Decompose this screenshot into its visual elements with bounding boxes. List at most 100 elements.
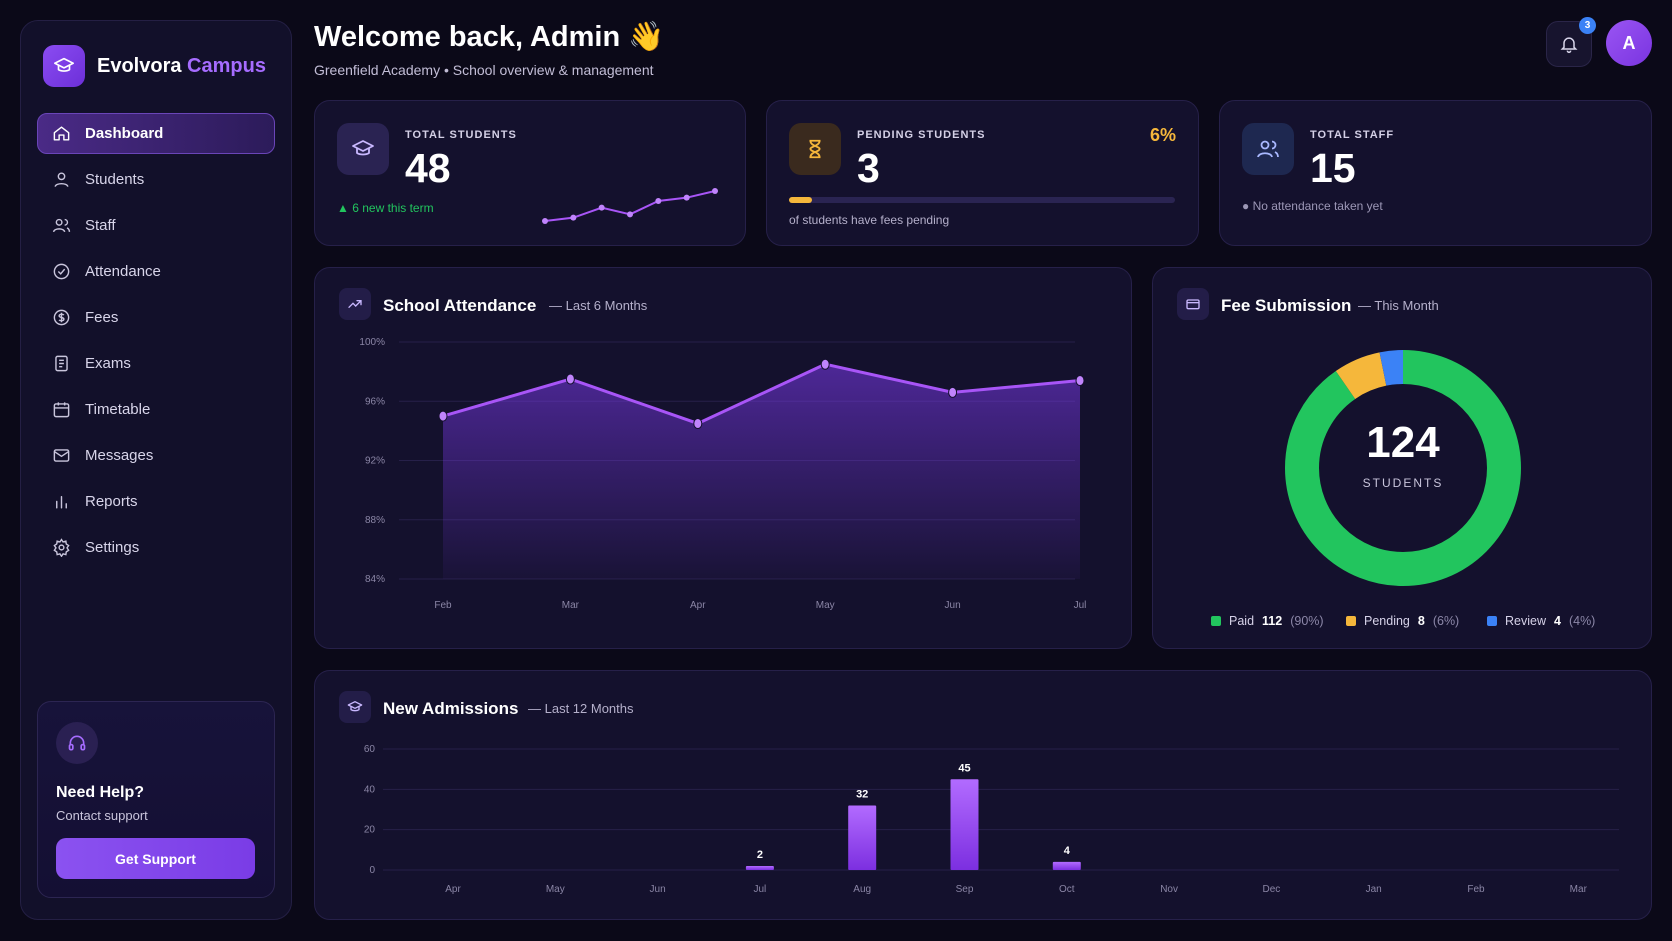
bar-value-label: 4 <box>1064 845 1071 857</box>
attendance-line <box>442 362 1081 426</box>
attendance-point <box>948 386 958 398</box>
graduation-cap-icon <box>43 45 85 87</box>
attendance-point <box>565 373 575 385</box>
headphones-icon <box>56 722 98 764</box>
calendar-icon <box>53 402 70 418</box>
help-subtitle: Contact support <box>56 808 148 823</box>
fee-title: Fee Submission <box>1221 296 1352 315</box>
legend-swatch <box>1346 616 1356 626</box>
bell-icon <box>1560 37 1578 54</box>
sidebar-item-messages[interactable]: Messages <box>37 435 275 476</box>
x-tick-label: May <box>816 600 835 611</box>
x-tick-label: Sep <box>956 884 974 895</box>
home-icon <box>53 126 70 141</box>
x-tick-label: Feb <box>434 600 452 611</box>
y-tick-label: 88% <box>365 515 385 526</box>
sidebar-item-students[interactable]: Students <box>37 159 275 200</box>
y-tick-label: 92% <box>365 456 385 467</box>
legend-swatch <box>1487 616 1497 626</box>
sidebar-item-staff[interactable]: Staff <box>37 205 275 246</box>
sidebar-item-dashboard[interactable]: Dashboard <box>37 113 275 154</box>
notifications-button[interactable]: 3 <box>1546 17 1596 67</box>
attendance-subtitle: — Last 6 Months <box>549 298 648 313</box>
attendance-point <box>1075 375 1085 387</box>
x-tick-label: Feb <box>1467 884 1485 895</box>
x-tick-label: Dec <box>1263 884 1281 895</box>
x-tick-label: Nov <box>1160 884 1178 895</box>
stat-label: TOTAL STAFF <box>1310 129 1395 141</box>
sidebar: Evolvora Campus Dashboard Students Staff… <box>20 20 292 920</box>
notification-badge: 3 <box>1579 17 1596 34</box>
sidebar-item-exams[interactable]: Exams <box>37 343 275 384</box>
hourglass-icon <box>789 123 841 175</box>
trending-up-icon <box>339 288 371 320</box>
gear-icon <box>53 538 70 557</box>
attendance-card: School Attendance — Last 6 Months 100% 96… <box>314 267 1132 649</box>
attendance-point <box>820 358 830 370</box>
sparkline-point <box>627 211 633 218</box>
x-tick-label: Jan <box>1366 884 1382 895</box>
admissions-title: New Admissions <box>383 699 519 718</box>
graduation-cap-icon <box>337 123 389 175</box>
stat-value: 3 <box>857 145 880 191</box>
attendance-title: School Attendance <box>383 296 537 315</box>
fee-subtitle: — This Month <box>1358 298 1439 313</box>
stat-value: 48 <box>405 145 451 191</box>
sparkline-point <box>683 194 690 201</box>
sidebar-item-attendance[interactable]: Attendance <box>37 251 275 292</box>
x-tick-label: Jul <box>754 884 767 895</box>
legend-pending: Pending 8 (6%) <box>1346 614 1459 628</box>
graduation-cap-icon <box>339 691 371 723</box>
sidebar-item-timetable[interactable]: Timetable <box>37 389 275 430</box>
get-support-button[interactable]: Get Support <box>56 838 255 879</box>
stat-card-total-staff: TOTAL STAFF 15 ● No attendance taken yet <box>1219 100 1652 246</box>
brand-name: Evolvora Campus <box>97 54 266 77</box>
stat-card-total-students: TOTAL STUDENTS 48 ▲ 6 new this term <box>314 100 746 246</box>
attendance-point <box>693 417 703 429</box>
brand[interactable]: Evolvora Campus <box>43 45 266 87</box>
admissions-card: New Admissions — Last 12 Months 60 40 20 0 A… <box>314 670 1652 920</box>
sparkline-point <box>570 214 577 221</box>
x-tick-label: Jul <box>1074 600 1087 611</box>
stat-note: ● No attendance taken yet <box>1242 199 1383 213</box>
bar-value-label: 45 <box>958 762 970 774</box>
y-tick-label: 0 <box>369 865 375 876</box>
admissions-chart: 60 40 20 0 Apr May Jun Jul 2 Aug 32 Sep 45 Oct 4 Nov Dec… <box>364 744 1619 895</box>
credit-card-icon <box>1177 288 1209 320</box>
check-circle-icon <box>53 263 70 280</box>
x-tick-label: Mar <box>562 600 580 611</box>
students-sparkline <box>542 188 718 224</box>
page-subtitle: Greenfield Academy • School overview & m… <box>314 62 654 78</box>
y-tick-label: 84% <box>365 574 385 585</box>
donut-total-label: STUDENTS <box>1362 476 1444 490</box>
stat-label: PENDING STUDENTS <box>857 129 986 141</box>
help-card: Need Help? Contact support Get Support <box>37 701 275 898</box>
admission-bar <box>950 779 979 870</box>
help-title: Need Help? <box>56 784 145 801</box>
attendance-area <box>443 364 1080 579</box>
sparkline-point <box>712 188 718 194</box>
stat-label: TOTAL STUDENTS <box>405 129 517 141</box>
sidebar-item-settings[interactable]: Settings <box>37 527 275 568</box>
admissions-subtitle: — Last 12 Months <box>528 701 634 716</box>
mail-icon <box>53 449 70 462</box>
x-tick-label: Aug <box>853 884 871 895</box>
sparkline-point <box>542 218 548 224</box>
x-tick-label: Oct <box>1059 884 1075 895</box>
admission-bar <box>745 865 774 870</box>
pending-progress-track <box>789 197 1175 203</box>
admission-bar <box>848 805 877 870</box>
y-tick-label: 40 <box>364 784 376 795</box>
stat-note: of students have fees pending <box>789 213 950 227</box>
attendance-point <box>438 410 448 422</box>
x-tick-label: Jun <box>945 600 961 611</box>
sidebar-item-fees[interactable]: Fees <box>37 297 275 338</box>
avatar[interactable]: A <box>1606 20 1652 66</box>
pending-percent: 6% <box>1149 125 1176 145</box>
stat-card-pending-students: PENDING STUDENTS 3 6% of students have f… <box>766 100 1199 246</box>
dollar-icon <box>53 309 70 326</box>
sidebar-item-reports[interactable]: Reports <box>37 481 275 522</box>
users-icon <box>52 218 71 233</box>
legend-review: Review 4 (4%) <box>1487 614 1595 628</box>
donut-total: 124 <box>1366 418 1440 467</box>
